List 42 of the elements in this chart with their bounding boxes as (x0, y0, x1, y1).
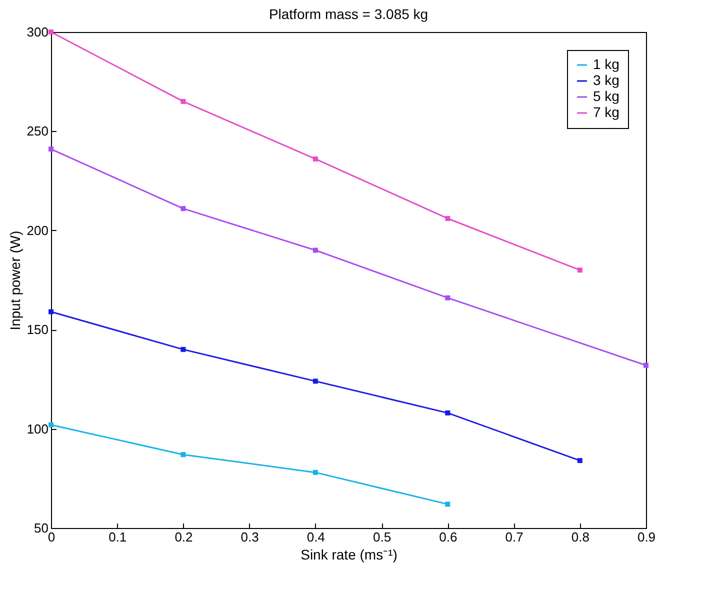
point (48, 30, 54, 34)
legend-label: 1 kg (593, 56, 620, 72)
legend-label: 7 kg (593, 104, 620, 120)
point (312, 470, 318, 475)
point (445, 410, 450, 416)
point (48, 146, 54, 152)
y-tick-label: 250 (26, 124, 48, 139)
point (445, 216, 450, 221)
y-tick-label: 300 (26, 24, 48, 40)
point (180, 98, 186, 104)
y-tick-label: 50 (34, 520, 48, 536)
legend-label: 5 kg (593, 88, 620, 104)
x-tick-label: 0.6 (439, 530, 458, 544)
x-tick-label: 0.4 (306, 530, 325, 544)
point (577, 268, 582, 273)
x-tick-label: 0.9 (637, 530, 656, 544)
point (180, 346, 186, 352)
point (180, 452, 186, 458)
point (445, 502, 450, 507)
x-tick-label: 0.5 (373, 530, 392, 544)
x-tick-label: 0.3 (240, 530, 259, 544)
point (48, 422, 54, 428)
x-tick-label: 0.7 (505, 530, 524, 544)
point (312, 156, 318, 162)
y-tick-label: 200 (26, 222, 48, 238)
point (312, 248, 318, 253)
point (445, 295, 450, 300)
point (577, 458, 582, 464)
x-tick-label: 0.8 (571, 530, 590, 544)
point (312, 378, 318, 384)
y-tick-label: 150 (26, 322, 48, 338)
y-axis-title: Input power (W) (6, 230, 23, 330)
point (48, 309, 54, 314)
chart-title: Platform mass = 3.085 kg (268, 6, 428, 22)
point (180, 206, 186, 212)
x-tick-label: 0.1 (108, 530, 127, 544)
point (644, 362, 648, 368)
x-tick-label: 0 (48, 530, 56, 544)
legend-label: 3 kg (593, 72, 620, 88)
y-tick-label: 100 (26, 421, 48, 436)
x-tick-label: 0.2 (174, 530, 193, 544)
x-axis-title: Sink rate (ms⁻¹) (300, 546, 398, 562)
